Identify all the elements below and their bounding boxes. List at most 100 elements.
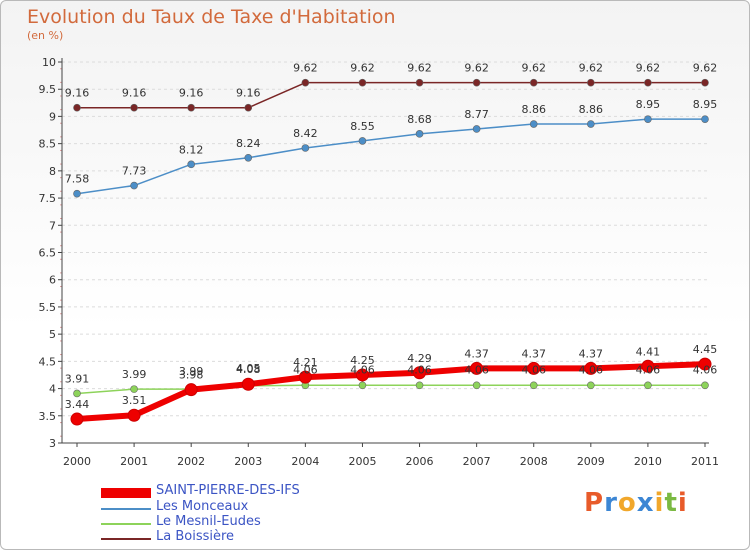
- data-point: [358, 381, 367, 390]
- data-label: 9.62: [693, 62, 718, 75]
- data-label: 4.37: [464, 347, 489, 360]
- data-label: 8.86: [579, 103, 604, 116]
- data-point: [301, 144, 310, 152]
- data-label: 3.44: [65, 398, 90, 411]
- data-point: [358, 78, 367, 87]
- data-label: 4.06: [464, 363, 489, 376]
- data-label: 9.16: [65, 87, 90, 100]
- data-label: 8.12: [179, 143, 204, 156]
- data-point: [355, 368, 369, 382]
- data-point: [73, 389, 81, 398]
- y-tick-label: 4: [49, 383, 56, 396]
- data-point: [130, 181, 138, 190]
- y-tick-label: 3: [49, 437, 56, 450]
- x-tick-label: 2000: [63, 455, 91, 468]
- legend-swatch: [101, 523, 151, 525]
- data-label: 4.06: [579, 363, 604, 376]
- data-label: 3.99: [179, 365, 204, 378]
- x-tick-label: 2001: [120, 455, 148, 468]
- data-point: [701, 381, 709, 390]
- y-tick-label: 7: [49, 219, 56, 232]
- series-line: [76, 361, 706, 423]
- data-point: [70, 412, 84, 426]
- legend-swatch: [101, 538, 151, 540]
- data-label: 3.91: [65, 372, 90, 385]
- y-tick-label: 5.5: [39, 301, 57, 314]
- data-point: [701, 115, 709, 123]
- x-tick-label: 2005: [348, 455, 376, 468]
- series-line: [76, 118, 705, 195]
- data-point: [644, 381, 652, 390]
- data-label: 8.95: [636, 98, 661, 111]
- logo-letter: r: [604, 488, 618, 518]
- data-point: [698, 357, 712, 371]
- logo-letter: P: [584, 488, 605, 518]
- data-label: 9.62: [350, 62, 375, 75]
- data-point: [187, 103, 195, 112]
- logo-letter: x: [636, 488, 655, 518]
- data-label: 4.25: [350, 354, 375, 367]
- y-tick-label: 9: [49, 110, 56, 123]
- data-label: 7.58: [65, 173, 90, 186]
- data-label: 4.06: [521, 363, 546, 376]
- y-tick-label: 6.5: [39, 247, 57, 260]
- y-tick-label: 8.5: [39, 138, 57, 151]
- data-label: 4.05: [236, 362, 261, 375]
- data-point: [244, 153, 253, 162]
- data-point: [701, 78, 709, 87]
- data-label: 9.16: [179, 87, 204, 100]
- data-label: 9.62: [521, 62, 546, 75]
- data-label: 9.62: [464, 62, 489, 75]
- data-point: [587, 120, 595, 128]
- logo-letter: o: [617, 488, 637, 518]
- data-point: [587, 381, 595, 390]
- legend-label: SAINT-PIERRE-DES-IFS: [156, 483, 300, 498]
- data-label: 4.21: [293, 356, 318, 369]
- proxiti-logo: Proxiti: [584, 488, 688, 518]
- data-label: 4.45: [693, 343, 718, 356]
- data-point: [127, 408, 141, 422]
- data-point: [527, 361, 541, 375]
- data-point: [587, 78, 595, 87]
- y-tick-label: 6: [49, 274, 56, 287]
- data-point: [584, 361, 598, 375]
- x-tick-label: 2004: [291, 455, 319, 468]
- data-point: [529, 381, 538, 390]
- data-point: [415, 130, 424, 138]
- data-label: 9.62: [636, 62, 661, 75]
- x-tick-label: 2003: [234, 455, 262, 468]
- data-point: [415, 78, 424, 87]
- legend-label: Le Mesnil-Eudes: [156, 514, 261, 529]
- data-point: [415, 381, 424, 390]
- data-label: 8.86: [521, 103, 546, 116]
- y-tick-label: 7.5: [39, 192, 57, 205]
- data-point: [413, 366, 427, 380]
- y-tick-label: 9.5: [39, 83, 57, 96]
- y-tick-label: 5: [49, 328, 56, 341]
- data-point: [644, 78, 652, 87]
- series-line: [76, 384, 705, 395]
- data-point: [472, 381, 481, 390]
- data-label: 4.08: [236, 363, 261, 376]
- y-tick-label: 10: [42, 56, 56, 69]
- data-label: 4.37: [579, 347, 604, 360]
- x-tick-label: 2007: [463, 455, 491, 468]
- data-point: [529, 78, 538, 87]
- data-point: [73, 103, 81, 112]
- legend-swatch: [101, 508, 151, 510]
- data-label: 9.16: [122, 87, 147, 100]
- data-label: 8.95: [693, 98, 718, 111]
- y-tick-label: 8: [49, 165, 56, 178]
- data-label: 9.62: [579, 62, 604, 75]
- data-label: 9.62: [407, 62, 432, 75]
- data-point: [130, 385, 138, 393]
- logo-letter: i: [654, 488, 665, 518]
- data-point: [301, 78, 310, 87]
- data-point: [472, 78, 481, 87]
- y-tick-label: 4.5: [39, 355, 57, 368]
- data-label: 8.24: [236, 137, 261, 150]
- legend-label: La Boissière: [156, 529, 235, 544]
- data-label: 4.37: [521, 347, 546, 360]
- data-label: 4.29: [407, 352, 432, 365]
